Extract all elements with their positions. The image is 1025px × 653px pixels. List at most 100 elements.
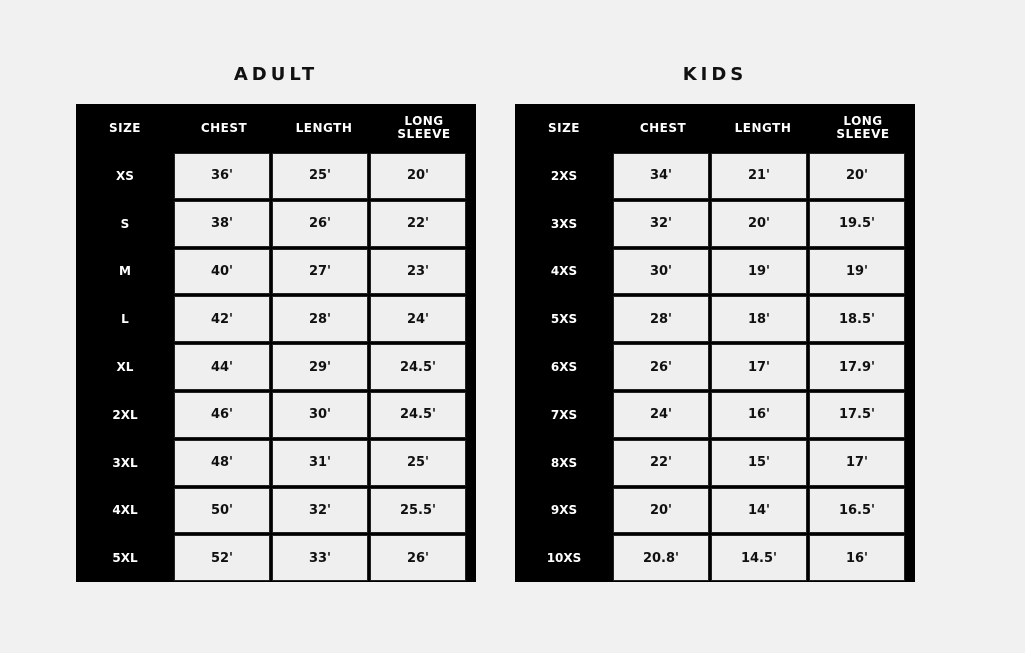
size-label: 5XS [550,312,578,327]
table-row: 5XL 52' 33' 26' [76,534,476,582]
column-header: CHEST [200,120,248,135]
table-row: S 38' 26' 22' [76,200,476,248]
measurement-cell: 19' [711,248,807,295]
measurement-cell: 24' [370,296,466,343]
size-label: 8XS [550,455,578,470]
measurement-cell: 22' [370,200,466,247]
size-label: 6XS [550,360,578,375]
size-label: 7XS [550,407,578,422]
measurement-cell: 38' [174,200,270,247]
measurement-cell: 32' [272,487,368,534]
kids-size-table: SIZE CHEST LENGTH LONG SLEEVE 2XS 34' 21' 20' 3X… [515,104,915,583]
measurement-cell: 21' [711,153,807,199]
measurement-cell: 20' [711,200,807,247]
size-label: S [120,216,130,231]
measurement-cell: 40' [174,248,270,295]
adult-title: ADULT [233,64,319,85]
size-label: 4XS [550,264,578,279]
measurement-cell: 48' [174,439,270,486]
table-row: XL 44' 29' 24.5' [76,343,476,391]
measurement-cell: 25.5' [370,487,466,534]
measurement-cell: 17.5' [809,391,905,438]
measurement-cell: 33' [272,535,368,582]
measurement-cell: 32' [613,200,709,247]
size-label: 5XL [112,551,138,566]
measurement-cell: 25' [370,439,466,486]
size-label: XL [116,360,134,375]
measurement-cell: 26' [370,535,466,582]
measurement-cell: 17' [809,439,905,486]
measurement-cell: 27' [272,248,368,295]
table-row: 9XS 20' 14' 16.5' [515,487,915,535]
table-row: 2XS 34' 21' 20' [515,152,915,200]
table-row: 5XS 28' 18' 18.5' [515,295,915,343]
size-label: M [119,264,131,279]
measurement-cell: 36' [174,153,270,199]
table-row: L 42' 28' 24' [76,295,476,343]
measurement-cell: 28' [272,296,368,343]
measurement-cell: 25' [272,153,368,199]
measurement-cell: 24' [613,391,709,438]
measurement-cell: 20' [809,153,905,199]
size-label: XS [116,168,134,183]
measurement-cell: 16' [809,535,905,582]
measurement-cell: 34' [613,153,709,199]
size-label: 4XL [112,503,138,518]
table-row: 4XL 50' 32' 25.5' [76,487,476,535]
measurement-cell: 31' [272,439,368,486]
size-label: 10XS [546,551,582,566]
measurement-cell: 44' [174,344,270,390]
table-row: 6XS 26' 17' 17.9' [515,343,915,391]
size-label: 3XL [112,455,138,470]
column-header: SIZE [547,120,580,135]
measurement-cell: 28' [613,296,709,343]
table-row: 4XS 30' 19' 19' [515,248,915,296]
measurement-cell: 20' [613,487,709,534]
table-row: 3XL 48' 31' 25' [76,439,476,487]
measurement-cell: 42' [174,296,270,343]
column-header: LONG SLEEVE [836,114,890,141]
measurement-cell: 16' [711,391,807,438]
table-header: SIZE CHEST LENGTH LONG SLEEVE [76,104,476,152]
measurement-cell: 26' [272,200,368,247]
measurement-cell: 14.5' [711,535,807,582]
size-label: L [121,312,129,327]
kids-title: KIDS [682,64,748,85]
measurement-cell: 24.5' [370,344,466,390]
column-header: LONG SLEEVE [397,114,451,141]
measurement-cell: 26' [613,344,709,390]
column-header: LENGTH [734,120,792,135]
table-row: M 40' 27' 23' [76,248,476,296]
measurement-cell: 15' [711,439,807,486]
table-row: 7XS 24' 16' 17.5' [515,391,915,439]
measurement-cell: 20' [370,153,466,199]
measurement-cell: 18' [711,296,807,343]
size-label: 2XL [112,407,138,422]
adult-size-table: SIZE CHEST LENGTH LONG SLEEVE XS 36' 25' 20' S 38… [76,104,476,583]
table-row: XS 36' 25' 20' [76,152,476,200]
size-label: 2XS [550,168,578,183]
measurement-cell: 19.5' [809,200,905,247]
measurement-cell: 17' [711,344,807,390]
measurement-cell: 17.9' [809,344,905,390]
column-header: SIZE [108,120,141,135]
measurement-cell: 19' [809,248,905,295]
column-header: CHEST [639,120,687,135]
measurement-cell: 24.5' [370,391,466,438]
measurement-cell: 22' [613,439,709,486]
measurement-cell: 16.5' [809,487,905,534]
size-label: 9XS [550,503,578,518]
column-header: LENGTH [295,120,353,135]
table-header: SIZE CHEST LENGTH LONG SLEEVE [515,104,915,152]
size-label: 3XS [550,216,578,231]
table-row: 3XS 32' 20' 19.5' [515,200,915,248]
measurement-cell: 23' [370,248,466,295]
measurement-cell: 30' [613,248,709,295]
measurement-cell: 18.5' [809,296,905,343]
measurement-cell: 30' [272,391,368,438]
measurement-cell: 20.8' [613,535,709,582]
table-row: 8XS 22' 15' 17' [515,439,915,487]
measurement-cell: 46' [174,391,270,438]
measurement-cell: 14' [711,487,807,534]
measurement-cell: 50' [174,487,270,534]
